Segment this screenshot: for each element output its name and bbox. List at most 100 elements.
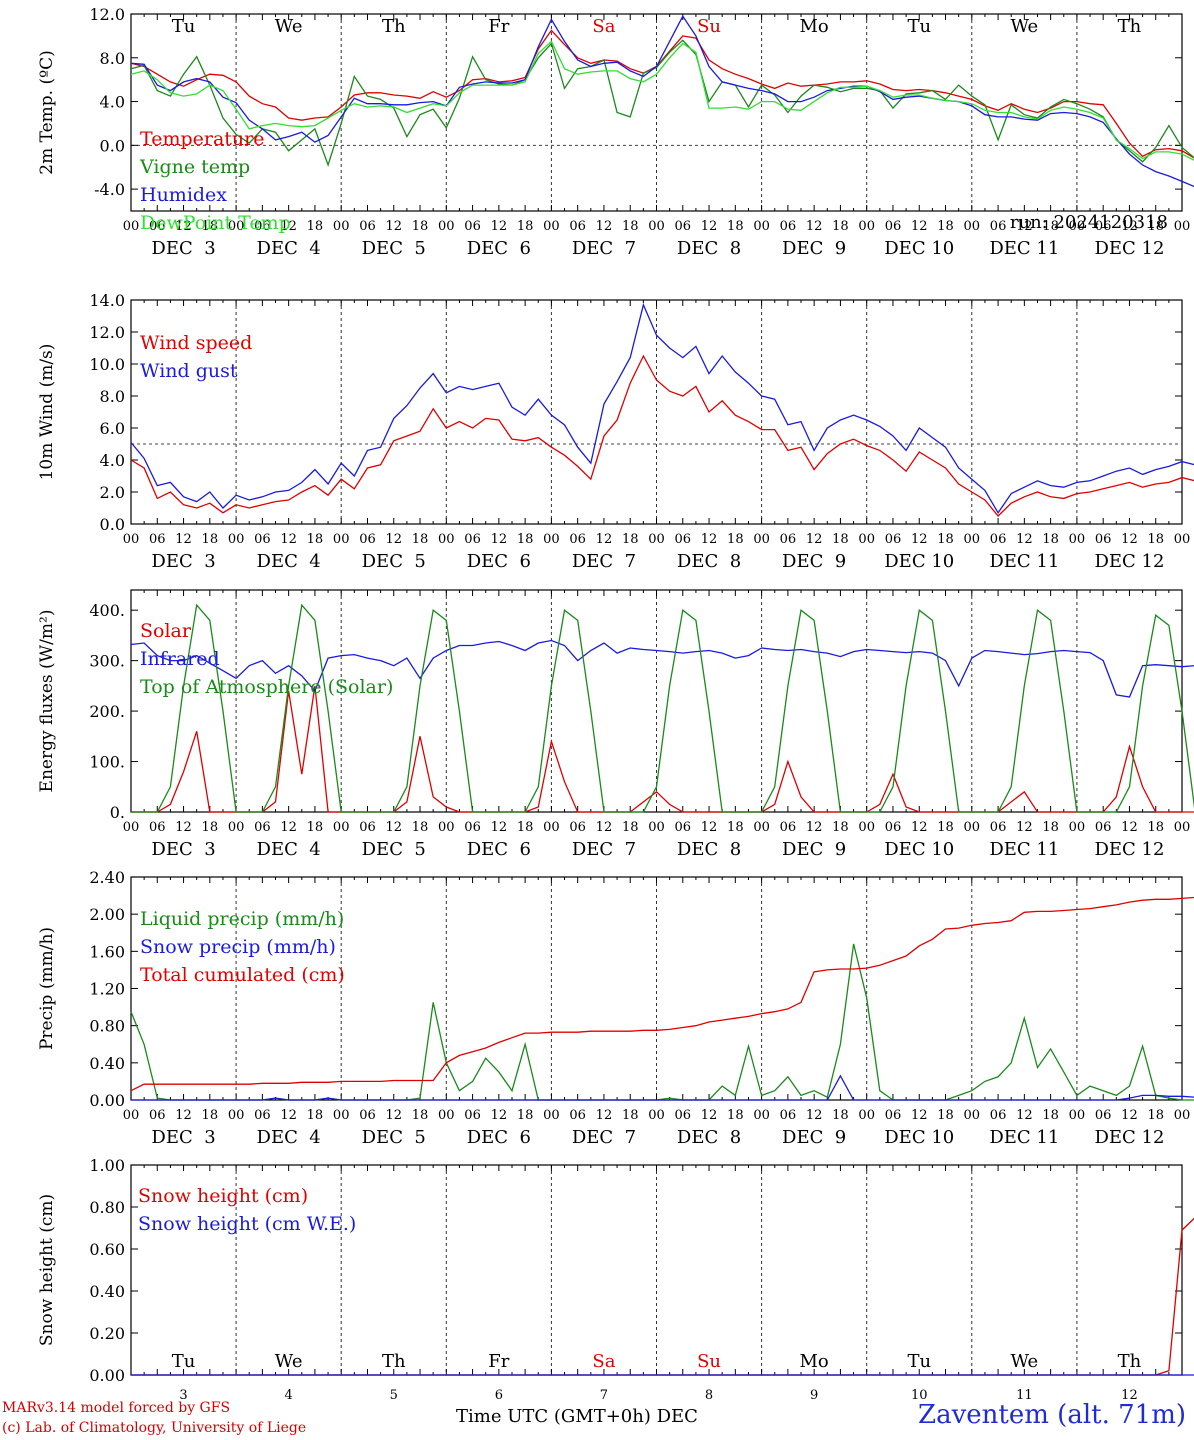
y-tick-label: 0.40: [89, 1054, 125, 1073]
hour-tick-label: 12: [911, 219, 928, 234]
hour-tick-label: 12: [1121, 1108, 1138, 1123]
hour-tick-label: 00: [858, 820, 875, 835]
hour-tick-label: 12: [1016, 532, 1033, 547]
panel-1: [130, 13, 1194, 212]
weekday-label: Su: [697, 16, 721, 37]
date-label: DEC 9: [782, 551, 846, 572]
day-number-label: 12: [1121, 1388, 1138, 1400]
hour-tick-label: 06: [464, 532, 481, 547]
hour-tick-label: 12: [701, 219, 718, 234]
weekday-label: Mo: [800, 1351, 829, 1372]
y-tick-label: 0.80: [89, 1017, 125, 1036]
y-tick-label: 2.40: [89, 868, 125, 887]
model-credit: MARv3.14 model forced by GFS: [2, 1400, 231, 1416]
date-label: DEC 10: [884, 238, 954, 259]
hour-tick-label: 12: [1016, 219, 1033, 234]
weekday-label: We: [275, 16, 303, 37]
y-tick-label: 6.0: [100, 419, 125, 438]
legend-entry: Infrared: [140, 648, 220, 670]
hour-tick-label: 00: [753, 219, 770, 234]
hour-tick-label: 06: [1095, 1108, 1112, 1123]
weekday-label: We: [275, 1351, 303, 1372]
hour-tick-label: 12: [175, 532, 192, 547]
date-label: DEC 12: [1094, 839, 1164, 860]
hour-tick-label: 18: [412, 1108, 429, 1123]
date-label: DEC 7: [572, 1127, 636, 1148]
date-label: DEC 12: [1094, 1127, 1164, 1148]
hour-tick-label: 18: [1147, 219, 1164, 234]
y-tick-label: 0.00: [89, 1366, 125, 1385]
date-label: DEC 11: [989, 839, 1059, 860]
weekday-label: Mo: [800, 16, 829, 37]
hour-tick-label: 06: [1095, 219, 1112, 234]
legend-entry: Top of Atmosphere (Solar): [140, 676, 393, 698]
weekday-label: Sa: [592, 1351, 615, 1372]
hour-tick-label: 12: [175, 1108, 192, 1123]
hour-tick-label: 18: [202, 1108, 219, 1123]
hour-tick-label: 12: [280, 219, 297, 234]
y-axis-title: Energy fluxes (W/m²): [37, 610, 57, 793]
hour-tick-label: 00: [1069, 820, 1086, 835]
date-label: DEC 7: [572, 551, 636, 572]
y-axis-title: Snow height (cm): [37, 1194, 57, 1346]
y-tick-label: -4.0: [94, 180, 125, 199]
hour-tick-label: 00: [648, 219, 665, 234]
lab-credit: (c) Lab. of Climatology, University of L…: [2, 1420, 307, 1436]
y-axis-title: 2m Temp. (ºC): [37, 50, 57, 175]
hour-tick-label: 18: [832, 1108, 849, 1123]
hour-tick-label: 06: [990, 219, 1007, 234]
hour-tick-label: 06: [569, 219, 586, 234]
date-label: DEC 7: [572, 839, 636, 860]
hour-tick-label: 18: [412, 532, 429, 547]
date-label: DEC 3: [151, 1127, 215, 1148]
hour-tick-label: 18: [517, 820, 534, 835]
series-line-dewpoint-temp: [130, 40, 1194, 161]
hour-tick-label: 06: [1095, 820, 1112, 835]
hour-tick-label: 18: [727, 1108, 744, 1123]
hour-tick-label: 06: [675, 1108, 692, 1123]
hour-tick-label: 00: [438, 1108, 455, 1123]
hour-tick-label: 18: [622, 532, 639, 547]
hour-tick-label: 12: [491, 219, 508, 234]
hour-tick-label: 12: [1016, 1108, 1033, 1123]
date-label: DEC 8: [677, 238, 741, 259]
legend-entry: Liquid precip (mm/h): [140, 908, 344, 930]
y-tick-label: 0.80: [89, 1198, 125, 1217]
date-label: DEC 12: [1094, 238, 1164, 259]
day-number-label: 7: [600, 1388, 608, 1400]
hour-tick-label: 12: [280, 820, 297, 835]
hour-tick-label: 06: [569, 820, 586, 835]
series-line-total-cumulated-cm-: [130, 896, 1194, 1092]
hour-tick-label: 00: [964, 1108, 981, 1123]
hour-tick-label: 06: [990, 820, 1007, 835]
hour-tick-label: 18: [1042, 1108, 1059, 1123]
date-label: DEC 5: [362, 1127, 426, 1148]
hour-tick-label: 12: [491, 820, 508, 835]
weekday-label: Sa: [592, 16, 615, 37]
y-tick-label: 10.0: [89, 355, 125, 374]
hour-tick-label: 18: [412, 820, 429, 835]
legend-entry: Total cumulated (cm): [140, 964, 345, 986]
hour-tick-label: 00: [753, 1108, 770, 1123]
hour-tick-label: 00: [543, 219, 560, 234]
hour-tick-label: 18: [622, 1108, 639, 1123]
hour-tick-label: 18: [622, 219, 639, 234]
hour-tick-label: 12: [385, 219, 402, 234]
hour-tick-label: 12: [596, 1108, 613, 1123]
hour-tick-label: 00: [123, 219, 140, 234]
day-number-label: 4: [285, 1388, 293, 1400]
date-label: DEC 8: [677, 1127, 741, 1148]
y-tick-label: 4.0: [100, 93, 125, 112]
date-label: DEC 6: [467, 839, 531, 860]
date-label: DEC 10: [884, 1127, 954, 1148]
date-label: DEC 5: [362, 238, 426, 259]
date-label: DEC 3: [151, 551, 215, 572]
station-name: Zaventem (alt. 71m): [918, 1400, 1186, 1430]
hour-tick-label: 00: [123, 1108, 140, 1123]
y-axis-title: 10m Wind (m/s): [37, 344, 57, 481]
series-line-wind-gust: [130, 302, 1194, 515]
hour-tick-label: 00: [964, 532, 981, 547]
hour-tick-label: 06: [675, 820, 692, 835]
y-tick-label: 0.0: [100, 136, 125, 155]
hour-tick-label: 06: [464, 1108, 481, 1123]
